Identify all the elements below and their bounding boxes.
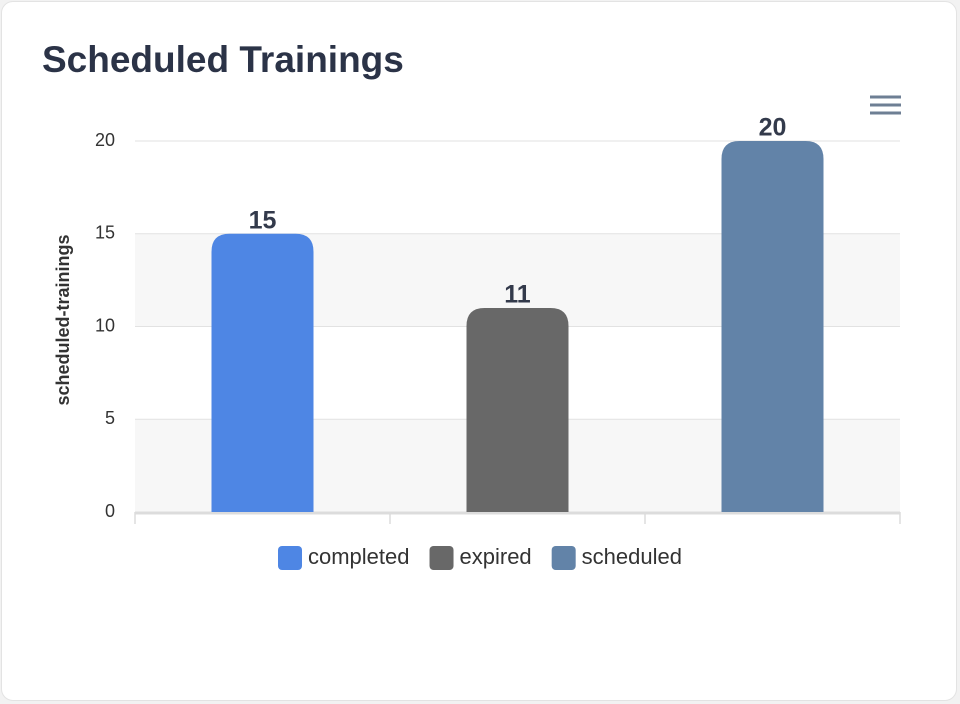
legend-swatch	[551, 546, 576, 570]
legend-swatch	[278, 546, 303, 570]
y-tick-label: 10	[95, 315, 115, 335]
bar	[721, 141, 824, 512]
legend-label: completed	[308, 544, 410, 569]
data-label: 20	[759, 114, 787, 142]
data-label: 15	[249, 206, 277, 234]
menu-icon[interactable]	[870, 95, 901, 115]
data-label: 11	[504, 281, 531, 309]
legend-swatch	[429, 546, 454, 570]
y-tick-label: 5	[105, 408, 115, 428]
chart-title: Scheduled Trainings	[42, 39, 404, 80]
legend-label: scheduled	[582, 544, 682, 569]
bar	[211, 233, 314, 512]
legend-label: expired	[460, 544, 532, 569]
bar	[466, 307, 569, 512]
y-tick-label: 15	[95, 223, 115, 243]
y-axis-title: scheduled-trainings	[53, 234, 73, 405]
y-tick-label: 20	[95, 130, 115, 150]
y-tick-label: 0	[105, 501, 115, 521]
